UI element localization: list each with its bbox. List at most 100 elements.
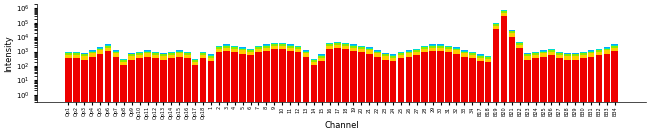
Bar	[160, 53, 167, 54]
Bar	[81, 54, 88, 56]
Bar	[89, 53, 96, 57]
Bar	[469, 58, 476, 102]
Bar	[263, 44, 270, 45]
Bar	[469, 55, 476, 58]
Bar	[398, 55, 404, 58]
Bar	[271, 49, 278, 102]
Bar	[112, 53, 120, 57]
Bar	[445, 52, 452, 102]
Bar	[271, 44, 278, 46]
Bar	[73, 52, 80, 53]
Bar	[255, 52, 262, 102]
Bar	[255, 46, 262, 47]
Bar	[129, 54, 135, 56]
Bar	[540, 50, 547, 51]
Bar	[540, 57, 547, 102]
Bar	[588, 53, 594, 57]
Bar	[548, 52, 555, 55]
Bar	[152, 52, 159, 53]
Bar	[279, 46, 285, 49]
Bar	[224, 45, 230, 46]
Bar	[326, 43, 333, 44]
Bar	[525, 53, 531, 54]
Bar	[366, 47, 372, 48]
Bar	[413, 55, 420, 102]
Bar	[477, 55, 484, 56]
Bar	[548, 55, 555, 102]
Bar	[89, 57, 96, 102]
Bar	[358, 49, 365, 52]
Bar	[390, 54, 396, 55]
Bar	[263, 48, 270, 51]
Bar	[65, 52, 72, 53]
Bar	[358, 52, 365, 102]
Bar	[406, 51, 412, 53]
Bar	[485, 56, 491, 57]
Bar	[136, 52, 143, 53]
Bar	[255, 47, 262, 49]
Bar	[105, 51, 111, 102]
Bar	[168, 58, 175, 102]
Bar	[453, 54, 460, 102]
Bar	[318, 55, 325, 56]
Bar	[239, 48, 246, 49]
Bar	[287, 45, 294, 46]
Bar	[580, 52, 586, 53]
Bar	[612, 48, 618, 51]
Bar	[516, 45, 523, 48]
Bar	[540, 53, 547, 57]
Bar	[192, 62, 198, 65]
Bar	[595, 55, 603, 102]
Bar	[239, 54, 246, 102]
Bar	[97, 54, 103, 102]
Bar	[120, 65, 127, 102]
Bar	[429, 45, 436, 46]
Bar	[105, 48, 111, 51]
Bar	[493, 23, 499, 24]
Bar	[294, 47, 302, 49]
Bar	[231, 52, 238, 102]
Bar	[279, 49, 285, 102]
Bar	[390, 55, 396, 56]
Bar	[247, 55, 254, 102]
Bar	[176, 50, 183, 51]
Bar	[461, 57, 468, 102]
Bar	[604, 54, 610, 102]
Bar	[326, 44, 333, 46]
Bar	[81, 59, 88, 102]
Bar	[398, 53, 404, 55]
Bar	[224, 46, 230, 48]
Bar	[572, 53, 578, 54]
Bar	[390, 58, 396, 61]
Bar	[105, 45, 111, 46]
Bar	[580, 53, 586, 55]
Bar	[350, 46, 357, 48]
Bar	[231, 49, 238, 52]
Bar	[97, 48, 103, 49]
Bar	[477, 58, 484, 61]
Bar	[398, 58, 404, 102]
Bar	[81, 53, 88, 54]
Bar	[200, 52, 207, 53]
Bar	[342, 44, 349, 46]
Bar	[294, 46, 302, 47]
Bar	[303, 57, 309, 102]
Bar	[429, 51, 436, 102]
Bar	[493, 29, 499, 102]
Bar	[453, 47, 460, 48]
Bar	[556, 55, 563, 58]
Bar	[216, 49, 222, 52]
Bar	[516, 42, 523, 43]
Bar	[500, 13, 507, 16]
Bar	[556, 52, 563, 53]
Bar	[207, 55, 214, 56]
Bar	[595, 52, 603, 55]
Bar	[105, 46, 111, 48]
Bar	[429, 44, 436, 45]
Bar	[318, 54, 325, 55]
Bar	[469, 52, 476, 53]
Bar	[318, 56, 325, 58]
Bar	[413, 50, 420, 52]
Bar	[508, 33, 515, 37]
Bar	[525, 54, 531, 56]
